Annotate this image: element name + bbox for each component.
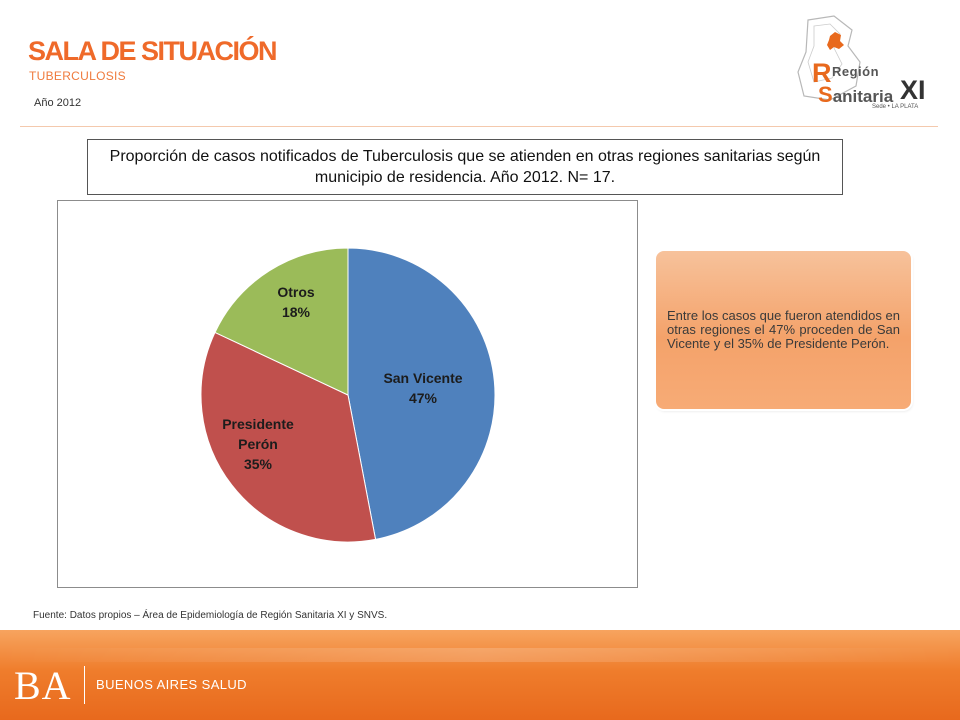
footer-banner: BA BUENOS AIRES SALUD: [0, 630, 960, 720]
logo-line2: Sanitaria: [818, 82, 894, 107]
page-subtitle: TUBERCULOSIS: [29, 69, 126, 83]
summary-text: Entre los casos que fueron atendidos en …: [667, 308, 900, 351]
region-map-icon: [797, 15, 861, 101]
page-title: SALA DE SITUACIÓN: [28, 36, 278, 66]
logo-numeral: XI: [900, 75, 926, 105]
footer-label: BUENOS AIRES SALUD: [96, 677, 247, 692]
footer-separator: [84, 666, 85, 704]
region-sanitaria-logo: R Región Sanitaria XI Sede • LA PLATA: [790, 12, 930, 112]
pie-slice-presidente-per-n: [200, 331, 377, 543]
source-note: Fuente: Datos propios – Área de Epidemio…: [33, 610, 388, 621]
footer-ba-logo: BA: [14, 663, 72, 708]
pie-slice-san-vicente: [347, 247, 496, 540]
logo-line2-text: anitaria: [832, 87, 894, 106]
pie-label-san-vicente: San Vicente 47%: [383, 370, 462, 406]
summary-callout: Entre los casos que fueron atendidos en …: [656, 251, 911, 409]
pie-slice-otros: [214, 247, 349, 396]
pie-chart: San Vicente 47% Presidente Perón 35% Otros 18%: [200, 247, 496, 543]
logo-seat: Sede • LA PLATA: [872, 104, 919, 110]
pie-chart-frame: San Vicente 47% Presidente Perón 35% Otros 18%: [57, 200, 638, 588]
pie-label-presidente-per-n: Presidente Perón 35%: [222, 416, 294, 472]
logo-line1: Región: [832, 64, 880, 79]
year-label: Año 2012: [34, 97, 82, 109]
chart-title: Proporción de casos notificados de Tuber…: [87, 139, 843, 195]
pie-label-otros: Otros 18%: [277, 284, 315, 320]
footer-stripe: [0, 648, 960, 662]
header-divider: [20, 126, 938, 127]
logo-r-letter: R: [812, 58, 832, 88]
